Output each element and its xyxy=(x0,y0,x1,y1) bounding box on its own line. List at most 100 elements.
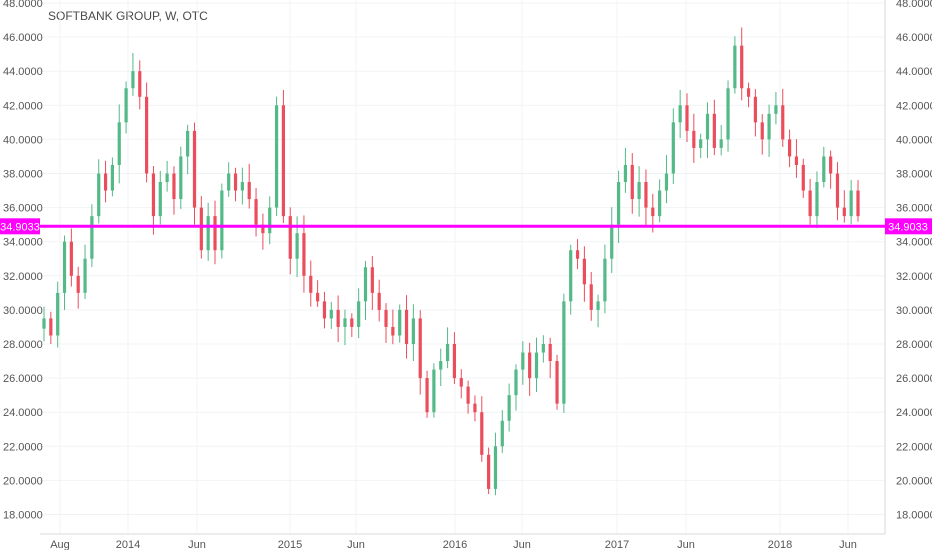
x-tick-label: Aug xyxy=(50,539,70,550)
candle-body xyxy=(651,207,655,217)
price-label-left-bg xyxy=(0,218,40,235)
y-tick-label-left: 18.0000 xyxy=(3,510,43,522)
candle-body xyxy=(623,164,628,183)
candle-body xyxy=(658,190,662,217)
candle-body xyxy=(835,173,840,208)
y-tick-label-right: 28.0000 xyxy=(896,339,932,351)
candle-body xyxy=(801,164,805,191)
candle-body xyxy=(637,182,641,200)
candle-body xyxy=(630,164,634,200)
x-tick-label: 2017 xyxy=(605,539,629,550)
candle-body xyxy=(528,352,532,379)
y-tick-label-right: 18.0000 xyxy=(896,510,932,522)
y-tick-label-left: 26.0000 xyxy=(3,373,43,385)
candle-body xyxy=(432,369,436,413)
candle-body xyxy=(411,318,415,344)
candle-body xyxy=(227,173,231,191)
candle-body xyxy=(445,344,450,362)
candle-body xyxy=(213,216,217,251)
candle-body xyxy=(521,352,525,370)
candle-body xyxy=(466,386,470,404)
candle-body xyxy=(49,318,53,336)
candle-body xyxy=(336,309,340,327)
x-tick-label: Jun xyxy=(347,539,365,550)
candle-body xyxy=(740,45,744,89)
candle-body xyxy=(603,258,607,302)
candle-body xyxy=(350,318,354,327)
candle-body xyxy=(42,318,46,329)
x-tick-label: Jun xyxy=(513,539,531,550)
y-tick-label-right: 30.0000 xyxy=(896,305,932,317)
y-tick-label-left: 40.0000 xyxy=(3,134,43,146)
candle-body xyxy=(726,88,730,140)
candle-body xyxy=(302,233,306,276)
candle-body xyxy=(794,156,799,165)
x-tick-label: Jun xyxy=(839,539,857,550)
y-tick-label-left: 20.0000 xyxy=(3,475,43,487)
candle-body xyxy=(781,105,785,140)
candle-body xyxy=(404,309,409,344)
y-tick-label-left: 30.0000 xyxy=(3,305,43,317)
price-label-right-bg xyxy=(885,218,932,235)
y-tick-label-left: 36.0000 xyxy=(3,203,43,215)
candle-body xyxy=(425,378,429,413)
candle-body xyxy=(562,301,566,404)
candle-body xyxy=(186,130,190,157)
candle-body xyxy=(56,292,60,336)
candle-body xyxy=(808,190,812,217)
candle-body xyxy=(842,207,846,217)
candle-body xyxy=(110,164,115,191)
y-tick-label-left: 32.0000 xyxy=(3,271,43,283)
candle-body xyxy=(664,173,669,191)
candle-body xyxy=(555,361,559,404)
candle-body xyxy=(500,420,504,447)
candle-body xyxy=(774,105,778,114)
y-tick-label-left: 48.0000 xyxy=(3,0,43,10)
candle-body xyxy=(582,258,586,285)
candle-body xyxy=(103,173,108,191)
candle-body xyxy=(746,88,751,97)
candle-body xyxy=(459,378,463,387)
candle-body xyxy=(815,182,819,217)
y-tick-label-right: 44.0000 xyxy=(896,66,932,78)
candle-body xyxy=(610,224,614,259)
candle-body xyxy=(733,45,737,89)
candle-body xyxy=(233,173,238,191)
candle-body xyxy=(692,130,696,148)
candle-body xyxy=(514,369,518,396)
y-tick-label-left: 28.0000 xyxy=(3,339,43,351)
candle-body xyxy=(534,352,539,379)
y-tick-label-right: 24.0000 xyxy=(896,407,932,419)
candle-body xyxy=(240,182,244,191)
candle-body xyxy=(384,309,388,327)
candle-body xyxy=(616,182,621,225)
x-tick-label: 2016 xyxy=(443,539,467,550)
candle-body xyxy=(206,216,210,251)
candle-body xyxy=(493,446,498,489)
y-tick-label-left: 38.0000 xyxy=(3,169,43,181)
candle-body xyxy=(254,199,258,225)
y-tick-label-right: 32.0000 xyxy=(896,271,932,283)
candle-body xyxy=(439,361,443,370)
y-tick-label-right: 34.0000 xyxy=(896,237,932,249)
candle-body xyxy=(589,284,593,310)
candle-body xyxy=(281,105,286,217)
candle-body xyxy=(288,216,292,259)
candle-body xyxy=(377,292,381,310)
candle-body xyxy=(370,267,374,293)
candle-body xyxy=(165,173,169,183)
candle-body xyxy=(268,207,272,234)
candle-body xyxy=(158,182,162,217)
candle-body xyxy=(261,224,265,234)
x-tick-label: 2014 xyxy=(116,539,140,550)
y-tick-label-left: 42.0000 xyxy=(3,100,43,112)
candle-body xyxy=(151,173,156,217)
candle-body xyxy=(644,182,648,208)
candle-body xyxy=(192,130,197,208)
y-tick-label-right: 42.0000 xyxy=(896,100,932,112)
x-tick-label: 2015 xyxy=(278,539,302,550)
candle-body xyxy=(247,182,251,200)
candle-body xyxy=(357,301,361,327)
candle-body xyxy=(473,403,477,413)
